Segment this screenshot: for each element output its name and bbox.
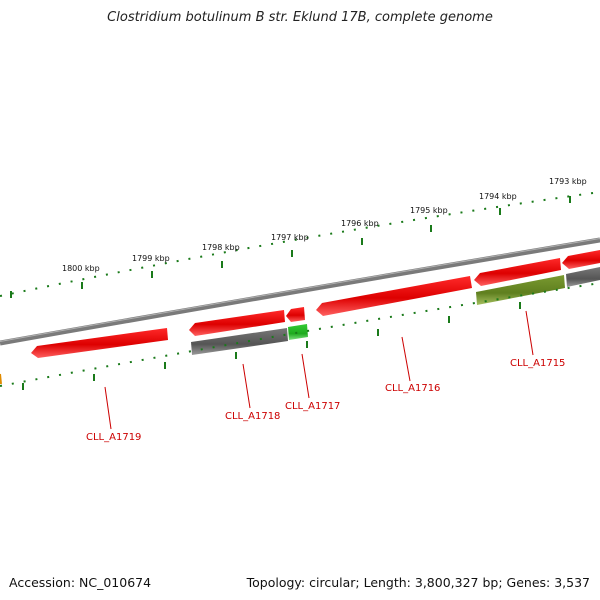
outer-scale-major-ticks xyxy=(10,196,571,298)
gene-cll-a1717[interactable] xyxy=(288,324,308,340)
genome-backbone xyxy=(0,237,600,346)
gene-cll-a1718[interactable] xyxy=(191,328,288,355)
scale-label-1793: 1793 kbp xyxy=(549,177,587,186)
gene-label-cll-a1717[interactable]: CLL_A1717 xyxy=(285,401,340,412)
gene-cll-a1715[interactable] xyxy=(476,275,565,305)
gene-label-cll-a1716[interactable]: CLL_A1716 xyxy=(385,383,440,394)
scale-label-1796: 1796 kbp xyxy=(341,219,379,228)
scale-label-1794: 1794 kbp xyxy=(479,192,517,201)
scale-label-1800: 1800 kbp xyxy=(62,264,100,273)
orange-marker xyxy=(0,373,2,385)
cds-cll-a1718-top[interactable] xyxy=(189,310,285,336)
label-leaders xyxy=(104,310,534,430)
scale-label-1799: 1799 kbp xyxy=(132,254,170,263)
accession-info: Accession: NC_010674 xyxy=(9,575,152,590)
cds-cll-a1715-top[interactable] xyxy=(474,258,561,286)
scale-label-1795: 1795 kbp xyxy=(410,206,448,215)
inner-scale-line xyxy=(0,282,600,387)
topology-info: Topology: circular; Length: 3,800,327 bp… xyxy=(246,575,590,590)
gene-label-cll-a1718[interactable]: CLL_A1718 xyxy=(225,411,280,422)
gene-label-cll-a1719[interactable]: CLL_A1719 xyxy=(86,432,141,443)
cds-cll-a1716[interactable] xyxy=(316,276,472,316)
outer-scale-line xyxy=(0,191,600,297)
cds-next[interactable] xyxy=(562,250,600,269)
gene-next[interactable] xyxy=(566,267,600,287)
inner-scale-major-ticks xyxy=(22,302,521,390)
genome-title: Clostridium botulinum B str. Eklund 17B,… xyxy=(107,10,493,25)
scale-label-1797: 1797 kbp xyxy=(271,233,309,242)
cds-cll-a1719[interactable] xyxy=(31,328,168,358)
cds-cll-a1717-top[interactable] xyxy=(286,307,305,322)
gene-label-cll-a1715[interactable]: CLL_A1715 xyxy=(510,358,565,369)
scale-label-1798: 1798 kbp xyxy=(202,243,240,252)
